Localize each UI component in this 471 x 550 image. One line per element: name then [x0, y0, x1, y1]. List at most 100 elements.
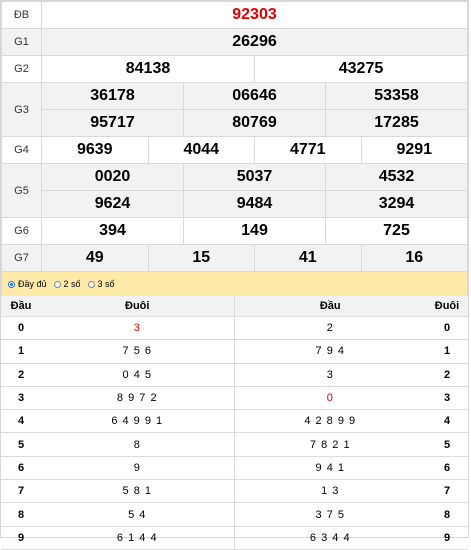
prize-label: G6	[1, 217, 42, 245]
prize-number: 149	[183, 217, 326, 245]
loto-head: 7	[1, 479, 41, 504]
header-dau: Đầu	[1, 296, 41, 317]
option-two-digits[interactable]: 2 số	[53, 279, 81, 289]
option-full-label: Đầy đủ	[18, 279, 47, 289]
prize-number: 394	[41, 217, 184, 245]
loto-tails: 5 8 1	[41, 479, 234, 504]
prize-label: ĐB	[1, 1, 42, 29]
loto-header-row: Đầu Đuôi Đầu Đuôi	[1, 296, 468, 317]
loto-tail: 6	[426, 456, 468, 481]
loto-tail: 1	[426, 339, 468, 364]
loto-tails: 3	[41, 316, 234, 341]
prize-label: G5	[1, 163, 42, 218]
prize-table: ĐB 92303 G1 26296 G2 84138 43275 G3 3617…	[1, 1, 468, 272]
loto-tails: 7 5 6	[41, 339, 234, 364]
header-duoi: Đuôi	[41, 296, 234, 317]
loto-heads: 7 9 4	[233, 339, 426, 364]
prize-row-db: ĐB 92303	[1, 1, 468, 29]
loto-heads: 3	[233, 363, 426, 387]
prize-number: 9291	[360, 136, 468, 164]
loto-tails: 6 4 9 9 1	[41, 409, 234, 434]
header-dau-right: Đầu	[233, 296, 426, 317]
loto-tails: 8 9 7 2	[41, 386, 234, 411]
loto-head: 5	[1, 432, 41, 457]
loto-tail: 7	[426, 479, 468, 504]
radio-icon[interactable]	[87, 280, 95, 288]
loto-tail: 5	[426, 432, 468, 457]
prize-number: 84138	[41, 55, 255, 83]
loto-head: 6	[1, 456, 41, 481]
loto-tails: 9	[41, 456, 234, 481]
prize-number: 9624	[41, 190, 184, 218]
prize-number: 4532	[325, 163, 468, 191]
prize-number: 95717	[41, 109, 184, 137]
prize-number: 53358	[325, 82, 468, 110]
option-three-label: 3 số	[97, 279, 115, 289]
option-three-digits[interactable]: 3 số	[87, 279, 115, 289]
loto-heads: 1 3	[233, 479, 426, 504]
prize-row-g5: G5 0020 5037 4532	[1, 163, 468, 218]
prize-number: 17285	[325, 109, 468, 137]
special-prize-number: 92303	[41, 1, 468, 29]
prize-number: 15	[147, 244, 255, 272]
prize-label: G4	[1, 136, 42, 164]
prize-row-g3b: 95717 80769 17285	[2, 109, 468, 137]
prize-number: 80769	[183, 109, 326, 137]
prize-row-g4: G4 9639 4044 4771 9291	[1, 136, 468, 164]
prize-label: G1	[1, 28, 42, 56]
prize-number: 41	[254, 244, 362, 272]
loto-heads: 9 4 1	[233, 456, 426, 481]
display-options: Đầy đủ 2 số 3 số	[1, 272, 468, 296]
loto-tails: 5 4	[41, 502, 234, 527]
prize-label: G3	[1, 82, 42, 137]
prize-number: 36178	[41, 82, 184, 110]
loto-head: 9	[1, 526, 41, 550]
loto-tail: 9	[426, 526, 468, 550]
loto-heads: 0	[233, 386, 426, 411]
loto-heads: 3 7 5	[233, 502, 426, 527]
loto-heads: 4 2 8 9 9	[233, 409, 426, 434]
loto-tail: 2	[426, 363, 468, 387]
prize-number: 06646	[183, 82, 326, 110]
loto-head: 8	[1, 502, 41, 527]
prize-label: G2	[1, 55, 42, 83]
loto-tail: 4	[426, 409, 468, 434]
option-two-label: 2 số	[63, 279, 81, 289]
prize-row-g6: G6 394 149 725	[1, 217, 468, 245]
loto-head: 0	[1, 316, 41, 341]
radio-icon[interactable]	[53, 280, 61, 288]
prize-row-g1: G1 26296	[1, 28, 468, 56]
loto-tails: 8	[41, 432, 234, 457]
prize-number: 5037	[183, 163, 326, 191]
prize-number: 4771	[254, 136, 362, 164]
prize-number: 725	[325, 217, 468, 245]
prize-number: 3294	[325, 190, 468, 218]
prize-row-g5b: 9624 9484 3294	[2, 190, 468, 218]
prize-row-g7: G7 49 15 41 16	[1, 244, 468, 272]
loto-tail: 8	[426, 502, 468, 527]
loto-head: 4	[1, 409, 41, 434]
radio-selected-icon[interactable]	[8, 280, 15, 288]
prize-row-g3: G3 36178 06646 53358	[1, 82, 468, 137]
header-duoi-right: Đuôi	[426, 296, 468, 317]
loto-tails: 0 4 5	[41, 363, 234, 387]
loto-heads: 7 8 2 1	[233, 432, 426, 457]
prize-number: 43275	[254, 55, 468, 83]
loto-tail: 0	[426, 316, 468, 341]
option-full[interactable]: Đầy đủ	[8, 279, 47, 289]
prize-number: 0020	[41, 163, 184, 191]
loto-head: 1	[1, 339, 41, 364]
prize-number: 9639	[41, 136, 149, 164]
prize-number: 16	[360, 244, 468, 272]
